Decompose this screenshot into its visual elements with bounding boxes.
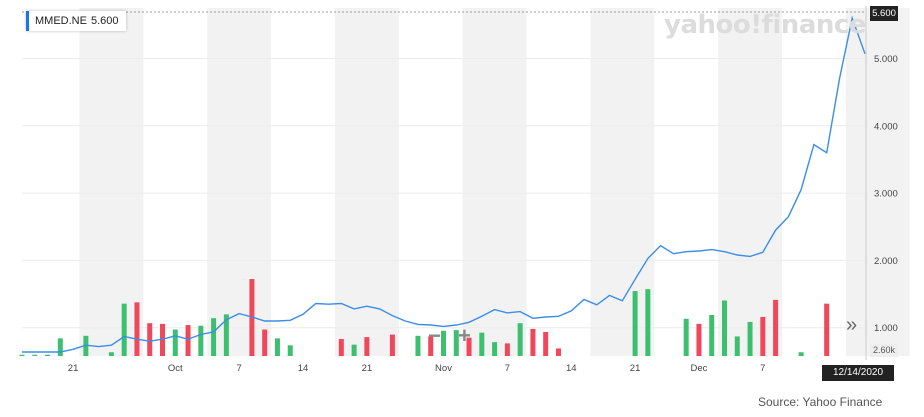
volume-bar xyxy=(453,330,459,356)
week-bands xyxy=(79,8,910,356)
volume-bar xyxy=(338,338,344,356)
volume-bar xyxy=(364,337,370,356)
volume-bar xyxy=(709,315,715,356)
x-tick-label: Dec xyxy=(691,363,708,374)
volume-bar xyxy=(734,336,740,356)
volume-bar xyxy=(492,342,498,356)
legend-badge: MMED.NE 5.600 xyxy=(26,11,127,31)
y-tick-label: 3.000 xyxy=(874,189,898,200)
volume-bar xyxy=(773,299,779,356)
crosshair-date-badge: 12/14/2020 xyxy=(822,365,894,381)
volume-bar xyxy=(262,329,268,356)
volume-bar xyxy=(19,354,25,356)
volume-bar xyxy=(32,354,38,356)
volume-bar xyxy=(351,344,357,356)
y-tick-label: 5.000 xyxy=(874,54,898,65)
volume-bar xyxy=(134,302,140,356)
volume-bar xyxy=(798,352,804,356)
volume-bar xyxy=(415,335,421,356)
volume-bar xyxy=(530,328,536,356)
week-band xyxy=(207,8,272,356)
volume-bar xyxy=(466,337,472,356)
x-tick-label: 14 xyxy=(298,363,309,374)
x-axis-ticks: 21 Oct 7 14 21 Nov 7 14 21 Dec 7 xyxy=(68,363,766,374)
volume-axis-label: 2.60k xyxy=(870,344,898,357)
volume-bar xyxy=(824,303,830,356)
x-tick-label: 14 xyxy=(566,363,577,374)
volume-bar xyxy=(223,314,229,356)
y-axis-ticks: 1.000 2.000 3.000 4.000 5.000 xyxy=(874,54,898,334)
zoom-in-button[interactable]: + xyxy=(458,323,471,348)
volume-bar xyxy=(696,323,702,356)
price-line xyxy=(22,15,866,353)
volume-bar xyxy=(441,330,446,356)
volume-bar xyxy=(555,348,561,356)
week-band xyxy=(845,8,910,356)
volume-bar xyxy=(172,329,178,356)
y-tick-label: 4.000 xyxy=(874,121,898,132)
x-tick-label: 7 xyxy=(505,363,510,374)
x-tick-label: 7 xyxy=(236,363,241,374)
volume-bar xyxy=(683,318,689,356)
volume-bar xyxy=(517,323,523,356)
volume-bar xyxy=(389,334,395,356)
y-tick-label: 2.000 xyxy=(874,256,898,267)
week-band xyxy=(462,8,527,356)
week-band xyxy=(718,8,782,356)
last-price-badge: 5.600 xyxy=(870,6,898,21)
volume-bar xyxy=(645,289,651,356)
volume-bar xyxy=(198,325,204,356)
volume-bar xyxy=(428,336,434,356)
yahoo-finance-watermark: yahoo!finance xyxy=(664,10,866,40)
volume-bar xyxy=(147,323,153,356)
volume-bar xyxy=(632,291,638,356)
volume-bar xyxy=(45,354,51,356)
volume-bar xyxy=(287,345,293,356)
volume-bar xyxy=(211,318,217,356)
x-tick-label: 7 xyxy=(760,363,765,374)
x-tick-label: 21 xyxy=(630,363,641,374)
x-tick-label: 21 xyxy=(362,363,373,374)
legend-value: 5.600 xyxy=(90,15,119,27)
volume-bar xyxy=(57,338,63,356)
volume-bar xyxy=(479,332,485,356)
volume-bar xyxy=(185,325,191,356)
volume-bar xyxy=(160,323,165,356)
volume-bar xyxy=(543,332,549,356)
y-tick-label: 1.000 xyxy=(874,323,898,334)
volume-bar xyxy=(722,300,727,356)
x-tick-label: 21 xyxy=(68,363,79,374)
double-chevron-right-icon[interactable]: » xyxy=(846,314,858,336)
volume-bar xyxy=(747,321,753,356)
volume-bar xyxy=(760,316,766,356)
week-band xyxy=(590,8,655,356)
x-tick-label: Nov xyxy=(435,363,452,374)
week-band xyxy=(79,8,144,356)
volume-bar xyxy=(504,343,510,356)
legend-symbol: MMED.NE xyxy=(35,15,87,27)
x-tick-label: Oct xyxy=(168,363,183,374)
source-credit: Source: Yahoo Finance xyxy=(758,395,883,409)
volume-bar xyxy=(108,352,114,356)
volume-bar xyxy=(274,338,280,356)
week-band xyxy=(334,8,399,356)
volume-bar xyxy=(121,303,127,356)
zoom-out-button[interactable]: − xyxy=(428,323,441,348)
